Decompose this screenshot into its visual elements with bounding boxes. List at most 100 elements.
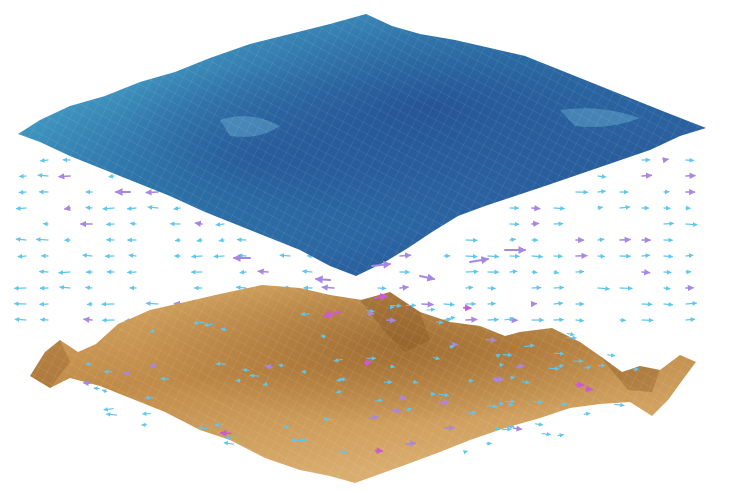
vector-arrow [128, 253, 137, 258]
vector-arrow [585, 385, 594, 393]
vector-arrow [495, 354, 501, 359]
top-surface-mesh [18, 14, 706, 276]
vector-arrow [339, 449, 349, 455]
vector-arrow [532, 399, 543, 405]
vector-arrow [531, 205, 541, 212]
vector-arrow [641, 269, 651, 276]
vector-arrow [126, 206, 137, 211]
vector-arrow [15, 237, 27, 242]
vector-arrow [531, 254, 544, 259]
vector-arrow [173, 205, 181, 211]
vector-arrow [220, 327, 228, 332]
vector-arrow [515, 363, 525, 370]
vector-arrow [63, 204, 71, 212]
vector-arrow [504, 424, 515, 430]
vector-arrow [465, 285, 474, 291]
vector-arrow [487, 254, 500, 259]
vector-arrow [487, 285, 496, 291]
vector-arrow [509, 269, 518, 275]
vector-arrow [446, 315, 456, 321]
vector-arrow [193, 320, 205, 326]
vector-arrow [147, 205, 159, 210]
top-surface [18, 14, 706, 276]
vector-arrow [300, 438, 308, 443]
vector-arrow [502, 352, 513, 358]
vector-arrow [105, 412, 118, 417]
vector-arrow [82, 316, 93, 323]
vector-arrow [521, 380, 531, 385]
vector-arrow [406, 407, 413, 412]
vector-arrow [320, 334, 326, 339]
vector-arrow [566, 331, 575, 337]
vector-arrow [487, 404, 498, 409]
vector-arrow [374, 293, 389, 302]
vector-arrow [333, 357, 343, 363]
vector-arrow [499, 363, 505, 368]
vector-arrow [215, 222, 225, 227]
vector-arrow [607, 353, 616, 358]
vector-arrow [553, 205, 566, 211]
vector-arrow [663, 285, 671, 291]
vector-arrow [685, 317, 696, 323]
vector-arrow [102, 206, 115, 211]
vector-arrow [314, 275, 331, 284]
vector-arrow [405, 440, 417, 447]
vector-arrow [399, 284, 410, 291]
vector-arrow [523, 343, 535, 348]
vector-arrow [335, 389, 342, 394]
vector-arrow [597, 205, 604, 211]
vector-arrow [509, 375, 516, 380]
vector-arrow [443, 302, 455, 307]
vector-arrow [389, 364, 396, 369]
vector-arrow [101, 389, 108, 394]
vector-arrow [509, 237, 517, 243]
vector-arrow [237, 253, 247, 259]
vector-arrow [57, 173, 71, 180]
vector-arrow [363, 359, 373, 367]
vector-arrow [433, 355, 441, 361]
vector-arrow [583, 411, 591, 417]
vector-arrow [583, 365, 592, 370]
vector-arrow [197, 425, 208, 431]
vector-arrow [38, 269, 49, 275]
vector-arrow [82, 253, 93, 258]
vector-arrow [449, 344, 455, 350]
vector-arrow [469, 256, 490, 265]
vector-arrow [438, 392, 450, 398]
vector-arrow [412, 379, 419, 384]
bottom-surface-mesh [30, 285, 696, 483]
vector-arrow [663, 302, 674, 307]
vector-arrow [685, 301, 698, 306]
vector-arrow [426, 307, 436, 312]
vector-arrow [218, 237, 225, 243]
vector-arrow [662, 157, 670, 164]
vector-arrow [129, 221, 137, 227]
vector-arrow [257, 268, 269, 275]
vector-arrow [224, 435, 236, 441]
vector-arrow [641, 172, 653, 179]
vector-arrow [321, 284, 335, 291]
vector-arrow [279, 253, 291, 258]
vector-arrow [59, 285, 71, 290]
vector-arrow [239, 269, 247, 275]
vector-arrow [463, 450, 468, 455]
vector-arrow [553, 269, 560, 275]
vector-arrow [17, 253, 27, 259]
vector-arrow [85, 205, 93, 211]
vector-arrow [18, 189, 27, 195]
vector-arrow [108, 173, 115, 179]
vector-arrow [541, 431, 552, 437]
vector-arrow [553, 301, 564, 306]
vector-arrow [597, 174, 607, 179]
vector-arrow [465, 316, 478, 323]
vector-arrow [39, 158, 49, 163]
vector-arrow [534, 422, 544, 427]
vector-arrow [368, 414, 379, 421]
vector-arrow [145, 189, 159, 196]
vector-arrow [553, 351, 565, 356]
vector-arrow [633, 367, 639, 372]
vector-arrow [191, 254, 203, 259]
vector-arrow [487, 301, 496, 307]
vector-arrow [264, 364, 273, 371]
